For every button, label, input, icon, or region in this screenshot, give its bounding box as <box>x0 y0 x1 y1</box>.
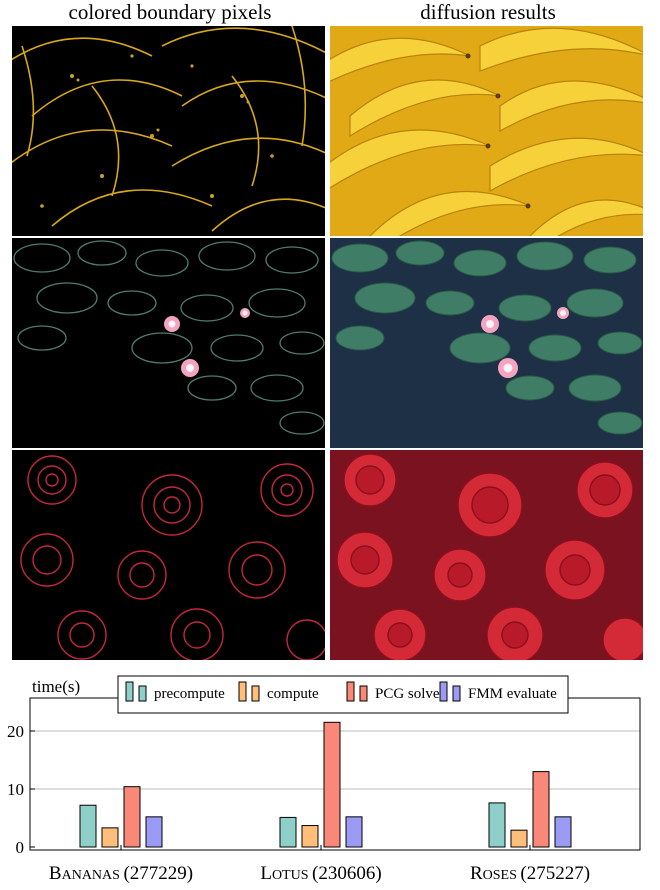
bar-precompute <box>488 802 506 848</box>
bananas-diffusion-image <box>330 26 643 236</box>
result-column-header: diffusion results <box>420 0 556 24</box>
legend-swatch <box>359 685 368 702</box>
bar-pcg-solve <box>123 786 141 848</box>
legend-swatch <box>346 681 355 702</box>
legend-swatch <box>251 685 260 702</box>
bananas-boundary-image <box>12 26 325 236</box>
bar-compute <box>301 825 319 848</box>
bar-precompute <box>279 816 297 848</box>
legend-label: precompute <box>154 686 225 702</box>
y-tick-label: 10 <box>7 780 24 799</box>
x-axis-labels: BANANAS (277229) LOTUS (230606) ROSES (275… <box>49 845 590 884</box>
legend-box <box>117 675 569 714</box>
chart-bars <box>79 721 572 848</box>
bar-compute <box>101 827 119 848</box>
legend-swatch <box>439 681 448 702</box>
timing-bar-chart: 0 10 20 BANANAS (277229) LOTUS (230606) ROSE… <box>7 675 641 884</box>
bar-pcg-solve <box>532 771 550 848</box>
bar-compute <box>510 829 528 848</box>
legend-swatch <box>452 685 461 702</box>
x-tick-label: ROSES (275227) <box>470 863 590 884</box>
bar-fmm-evaluate <box>345 816 363 848</box>
legend-label: PCG solve <box>375 686 440 702</box>
y-axis-label: time(s) <box>32 677 80 696</box>
bar-fmm-evaluate <box>145 816 163 848</box>
bar-pcg-solve <box>323 721 341 848</box>
x-tick-label: BANANAS (277229) <box>49 863 193 884</box>
legend-label: compute <box>267 686 319 702</box>
lotus-diffusion-image <box>330 238 643 448</box>
chart-legend: precompute compute PCG solve FMM evaluate <box>117 675 569 714</box>
y-tick-label: 20 <box>7 722 24 741</box>
y-tick-label: 0 <box>16 838 25 857</box>
bar-precompute <box>79 804 97 848</box>
y-axis-ticks: 0 10 20 <box>7 722 35 857</box>
legend-label: FMM evaluate <box>468 686 557 702</box>
legend-swatch <box>238 681 247 702</box>
x-tick-label: LOTUS (230606) <box>260 863 381 884</box>
roses-boundary-image <box>12 450 325 660</box>
lotus-boundary-image <box>12 238 325 448</box>
legend-swatch <box>138 685 147 702</box>
bar-fmm-evaluate <box>554 816 572 848</box>
roses-diffusion-image <box>330 450 643 660</box>
boundary-column-header: colored boundary pixels <box>68 0 272 24</box>
legend-swatch <box>125 681 134 702</box>
